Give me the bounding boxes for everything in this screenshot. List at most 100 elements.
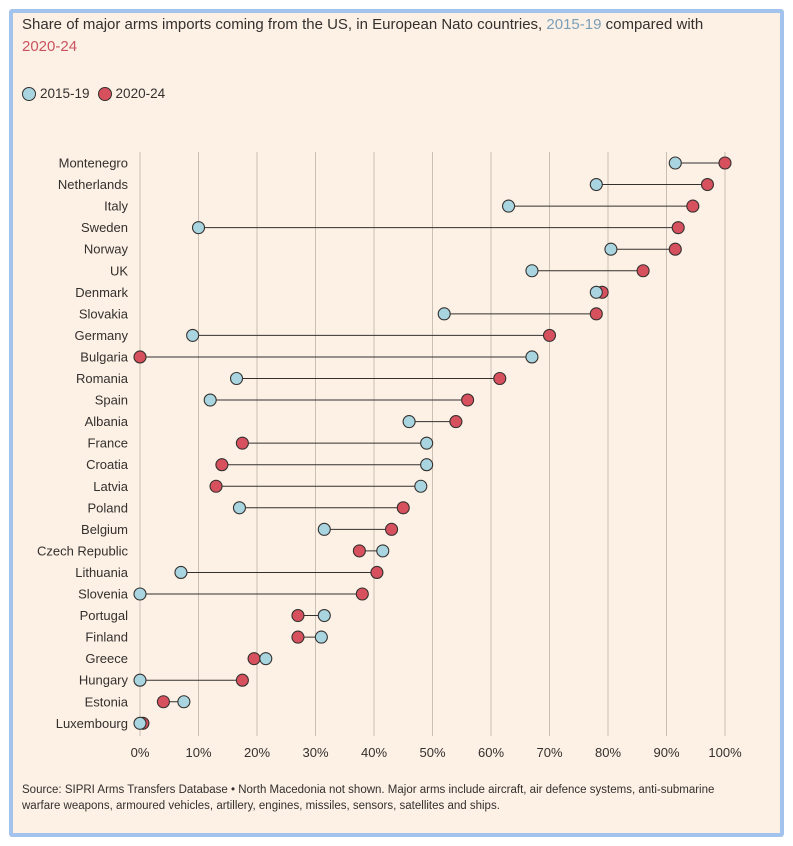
point-2015-19 <box>259 652 273 666</box>
category-label: Albania <box>85 414 129 429</box>
point-2015-19 <box>376 544 390 558</box>
chart-card <box>9 9 784 837</box>
category-label: Romania <box>76 371 129 386</box>
point-2015-19 <box>668 156 682 170</box>
category-label: Norway <box>84 242 129 257</box>
legend-item-b: 2020-24 <box>97 86 166 101</box>
point-2015-19 <box>525 264 539 278</box>
point-2015-19 <box>420 436 434 450</box>
point-2020-24 <box>291 608 305 623</box>
point-2020-24 <box>461 393 475 407</box>
point-2020-24 <box>718 156 732 170</box>
point-2020-24 <box>384 522 399 536</box>
point-2020-24 <box>636 264 650 278</box>
x-tick-label: 20% <box>244 745 270 760</box>
point-2015-19 <box>133 716 147 730</box>
point-2020-24 <box>355 587 369 601</box>
point-2020-24 <box>156 695 170 709</box>
category-label: Czech Republic <box>37 543 129 558</box>
x-tick-label: 30% <box>302 745 328 760</box>
point-2020-24 <box>589 307 603 321</box>
point-2015-19 <box>232 501 246 515</box>
category-label: Italy <box>104 199 128 214</box>
category-label: Spain <box>95 393 128 408</box>
category-label: France <box>88 436 128 451</box>
point-2015-19 <box>186 328 200 342</box>
category-label: Latvia <box>93 479 128 494</box>
point-2015-19 <box>203 393 217 407</box>
point-2020-24 <box>235 436 249 450</box>
category-label: Estonia <box>85 694 129 709</box>
point-2020-24 <box>493 371 507 386</box>
point-2020-24 <box>668 242 682 256</box>
x-tick-label: 50% <box>419 745 445 760</box>
category-label: Germany <box>75 328 129 343</box>
point-2015-19 <box>589 178 603 192</box>
title-prefix: Share of major arms imports coming from … <box>22 16 543 33</box>
x-tick-label: 40% <box>361 745 387 760</box>
point-2020-24 <box>449 415 463 429</box>
category-label: Croatia <box>86 457 129 472</box>
point-2015-19 <box>604 242 618 256</box>
point-2015-19 <box>174 565 188 580</box>
point-2015-19 <box>177 695 191 709</box>
x-tick-label: 0% <box>131 745 150 760</box>
category-label: Bulgaria <box>80 349 128 364</box>
point-2015-19 <box>420 458 434 472</box>
point-2015-19 <box>501 199 516 213</box>
category-label: Hungary <box>79 673 129 688</box>
category-label: Belgium <box>81 522 128 537</box>
point-2015-19 <box>525 350 539 364</box>
point-2020-24 <box>671 221 685 235</box>
category-label: Slovenia <box>78 587 129 602</box>
legend-item-a: 2015-19 <box>22 86 90 101</box>
point-2015-19 <box>589 285 603 299</box>
point-2020-24 <box>209 479 223 493</box>
point-2020-24 <box>700 178 715 192</box>
x-tick-label: 70% <box>536 745 562 760</box>
point-2020-24 <box>235 673 249 687</box>
point-2015-19 <box>317 608 331 623</box>
source-note: Source: SIPRI Arms Transfers Database • … <box>22 784 715 812</box>
point-2020-24 <box>352 544 366 558</box>
x-tick-label: 10% <box>185 745 211 760</box>
point-2015-19 <box>314 630 328 644</box>
category-label: Sweden <box>81 220 128 235</box>
category-label: Portugal <box>80 608 129 623</box>
point-2020-24 <box>133 350 147 364</box>
point-2020-24 <box>215 458 229 472</box>
category-label: Denmark <box>75 285 128 300</box>
point-2020-24 <box>396 501 410 515</box>
point-2020-24 <box>247 652 261 666</box>
x-tick-label: 80% <box>595 745 621 760</box>
category-label: Greece <box>85 651 128 666</box>
point-2015-19 <box>133 587 147 601</box>
legend-label-b: 2020-24 <box>115 86 166 101</box>
point-2015-19 <box>402 415 416 429</box>
point-2015-19 <box>414 479 428 493</box>
legend-label-a: 2015-19 <box>40 86 90 101</box>
point-2020-24 <box>370 565 384 580</box>
x-tick-label: 90% <box>653 745 679 760</box>
legend: 2015-19 2020-24 <box>22 86 173 101</box>
point-2015-19 <box>229 371 244 386</box>
point-2015-19 <box>317 522 331 536</box>
category-label: Lithuania <box>75 565 129 580</box>
point-2020-24 <box>542 328 557 342</box>
category-label: Netherlands <box>58 177 129 192</box>
legend-swatch-a <box>22 86 36 101</box>
category-label: Poland <box>88 500 128 515</box>
point-2020-24 <box>686 199 700 213</box>
x-tick-label: 60% <box>478 745 504 760</box>
category-label: UK <box>110 263 128 278</box>
category-label: Luxembourg <box>56 716 128 731</box>
category-label: Montenegro <box>59 156 128 171</box>
category-label: Finland <box>85 630 128 645</box>
point-2015-19 <box>437 307 451 321</box>
point-2020-24 <box>291 630 305 644</box>
title-period-b: 2020-24 <box>22 38 78 55</box>
chart-title: Share of major arms imports coming from … <box>22 14 742 58</box>
point-2015-19 <box>133 673 147 687</box>
title-period-a: 2015-19 <box>546 16 602 33</box>
